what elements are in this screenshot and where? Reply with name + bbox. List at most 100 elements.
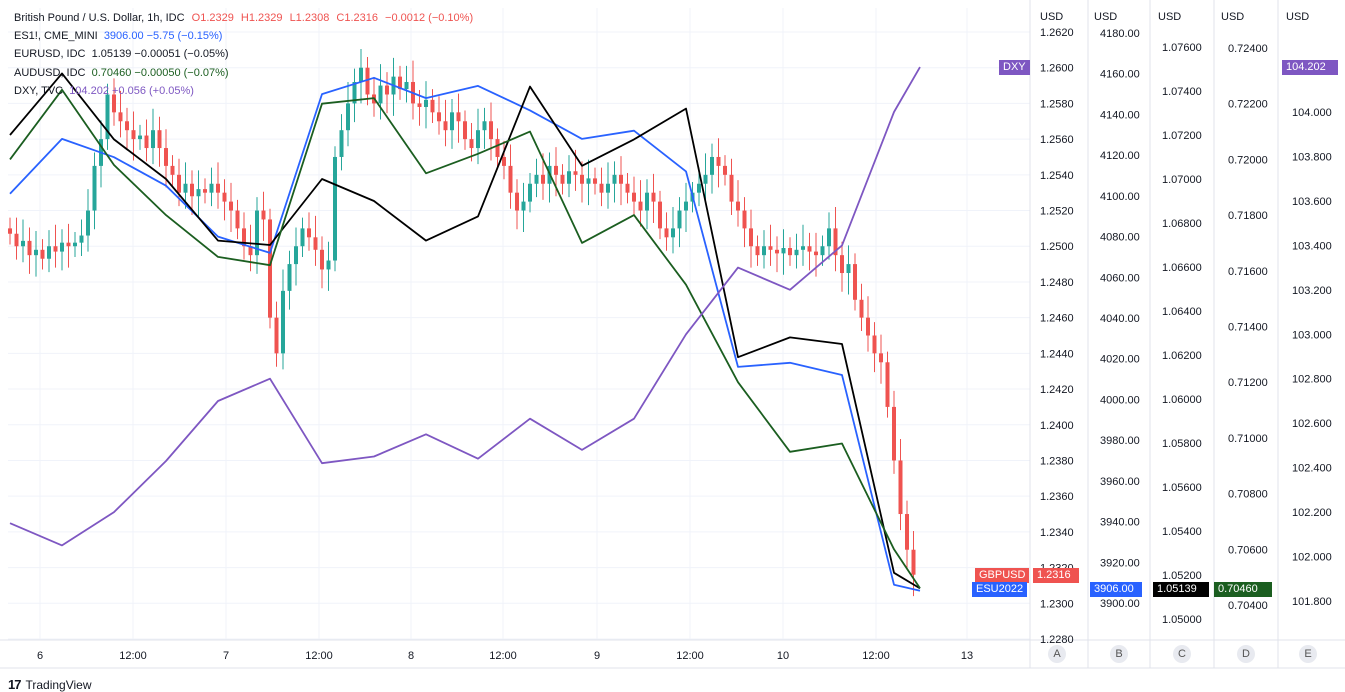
axis-c-tick: 1.07400 bbox=[1162, 86, 1202, 98]
candle bbox=[495, 128, 500, 168]
candle bbox=[47, 230, 51, 273]
axis-c-button[interactable]: C bbox=[1173, 645, 1191, 663]
eurusd-value-tag: 1.05139 bbox=[1153, 582, 1209, 597]
axis-a-tick: 1.2500 bbox=[1040, 241, 1074, 253]
candle bbox=[775, 236, 779, 273]
legend-series-symbol: AUDUSD, IDC bbox=[14, 66, 86, 79]
axis-d-button[interactable]: D bbox=[1237, 645, 1255, 663]
candle bbox=[346, 81, 350, 147]
candle bbox=[469, 123, 474, 162]
time-tick: 7 bbox=[223, 650, 229, 662]
axis-c-tick: 1.05000 bbox=[1162, 614, 1202, 626]
candle bbox=[872, 322, 877, 373]
axis-c-tick: 1.06600 bbox=[1162, 262, 1202, 274]
axis-a-tick: 1.2540 bbox=[1040, 170, 1074, 182]
legend-open: O1.2329 bbox=[191, 12, 234, 24]
axis-b-button[interactable]: B bbox=[1110, 645, 1128, 663]
axis-e-tick: 102.400 bbox=[1292, 463, 1332, 475]
time-tick: 12:00 bbox=[862, 650, 890, 662]
axis-e-unit: USD bbox=[1286, 11, 1310, 23]
candle bbox=[222, 179, 227, 221]
candle bbox=[378, 64, 383, 120]
candle bbox=[671, 206, 675, 254]
legend-change: −0.0012 (−0.10%) bbox=[385, 12, 474, 24]
candle bbox=[801, 224, 805, 266]
axis-b-tick: 4120.00 bbox=[1100, 150, 1140, 162]
candle bbox=[73, 231, 77, 257]
candle bbox=[677, 197, 682, 248]
axis-a-tick: 1.2300 bbox=[1040, 598, 1074, 610]
axis-c-tick: 1.05800 bbox=[1162, 438, 1202, 450]
candle bbox=[430, 89, 435, 124]
axis-e-tick: 103.200 bbox=[1292, 285, 1332, 297]
candle bbox=[586, 159, 591, 206]
candle bbox=[450, 98, 454, 149]
axis-d-tick: 0.71800 bbox=[1228, 210, 1268, 222]
axis-a-tick: 1.2560 bbox=[1040, 134, 1074, 146]
candle bbox=[105, 83, 110, 150]
candle bbox=[794, 233, 799, 269]
candle bbox=[820, 235, 825, 266]
candle bbox=[144, 119, 149, 162]
candle bbox=[294, 227, 298, 286]
axis-b-tick: 4060.00 bbox=[1100, 272, 1140, 284]
candle bbox=[664, 212, 669, 251]
candle bbox=[307, 212, 311, 251]
candle bbox=[632, 176, 636, 215]
candle bbox=[216, 162, 220, 209]
axis-b-tick: 4020.00 bbox=[1100, 354, 1140, 366]
axis-a-tick: 1.2380 bbox=[1040, 455, 1074, 467]
axis-b-unit: USD bbox=[1094, 11, 1118, 23]
candle bbox=[515, 179, 519, 230]
gridlines bbox=[0, 0, 1345, 669]
series-line-eurusd bbox=[9, 72, 921, 590]
candle bbox=[151, 108, 155, 165]
axis-c-tick: 1.06200 bbox=[1162, 350, 1202, 362]
candle bbox=[736, 180, 740, 227]
axis-a-button[interactable]: A bbox=[1048, 645, 1066, 663]
legend-main-symbol: British Pound / U.S. Dollar, 1h, IDC bbox=[14, 12, 185, 24]
axis-c-tick: 1.07600 bbox=[1162, 42, 1202, 54]
axis-a-tick: 1.2460 bbox=[1040, 313, 1074, 325]
candle bbox=[606, 162, 610, 209]
candle bbox=[853, 253, 857, 311]
legend-series-value: 104.202 +0.056 (+0.05%) bbox=[69, 84, 194, 97]
axis-b-tick: 4080.00 bbox=[1100, 232, 1140, 244]
footer: 17 TradingView bbox=[8, 677, 92, 692]
candle bbox=[14, 217, 19, 260]
candle bbox=[866, 296, 870, 352]
axis-d-tick: 0.72400 bbox=[1228, 43, 1268, 55]
candle bbox=[131, 111, 136, 161]
axis-d-tick: 0.72000 bbox=[1228, 154, 1268, 166]
candle bbox=[53, 224, 58, 268]
candle bbox=[710, 143, 714, 194]
candle bbox=[424, 81, 428, 129]
candle bbox=[313, 215, 318, 266]
candle bbox=[729, 158, 734, 215]
axis-a-tick: 1.2280 bbox=[1040, 634, 1074, 646]
overlay-lines bbox=[9, 66, 921, 592]
candle bbox=[339, 114, 344, 171]
candle bbox=[593, 167, 597, 195]
legend: British Pound / U.S. Dollar, 1h, IDC O1.… bbox=[14, 9, 473, 100]
axis-c-tick: 1.05200 bbox=[1162, 570, 1202, 582]
candle bbox=[79, 219, 84, 257]
axis-b-tick: 3900.00 bbox=[1100, 598, 1140, 610]
tradingview-logo-icon: 17 bbox=[8, 677, 22, 692]
axis-e-tick: 102.600 bbox=[1292, 418, 1332, 430]
candle bbox=[716, 138, 721, 188]
legend-series-dxy: DXY, TVC 104.202 +0.056 (+0.05%) bbox=[14, 82, 473, 100]
axis-d-tick: 0.71400 bbox=[1228, 322, 1268, 334]
legend-series-audusd: AUDUSD, IDC 0.70460 −0.00050 (−0.07%) bbox=[14, 64, 473, 82]
candle bbox=[261, 191, 266, 241]
axis-d-tick: 0.70800 bbox=[1228, 489, 1268, 501]
candle bbox=[326, 241, 331, 291]
candle bbox=[534, 158, 539, 198]
legend-series-symbol: EURUSD, IDC bbox=[14, 48, 86, 61]
axis-e-button[interactable]: E bbox=[1299, 645, 1317, 663]
candle bbox=[859, 283, 864, 332]
axis-e-tick: 103.000 bbox=[1292, 329, 1332, 341]
time-tick: 6 bbox=[37, 650, 43, 662]
time-tick: 13 bbox=[961, 650, 973, 662]
